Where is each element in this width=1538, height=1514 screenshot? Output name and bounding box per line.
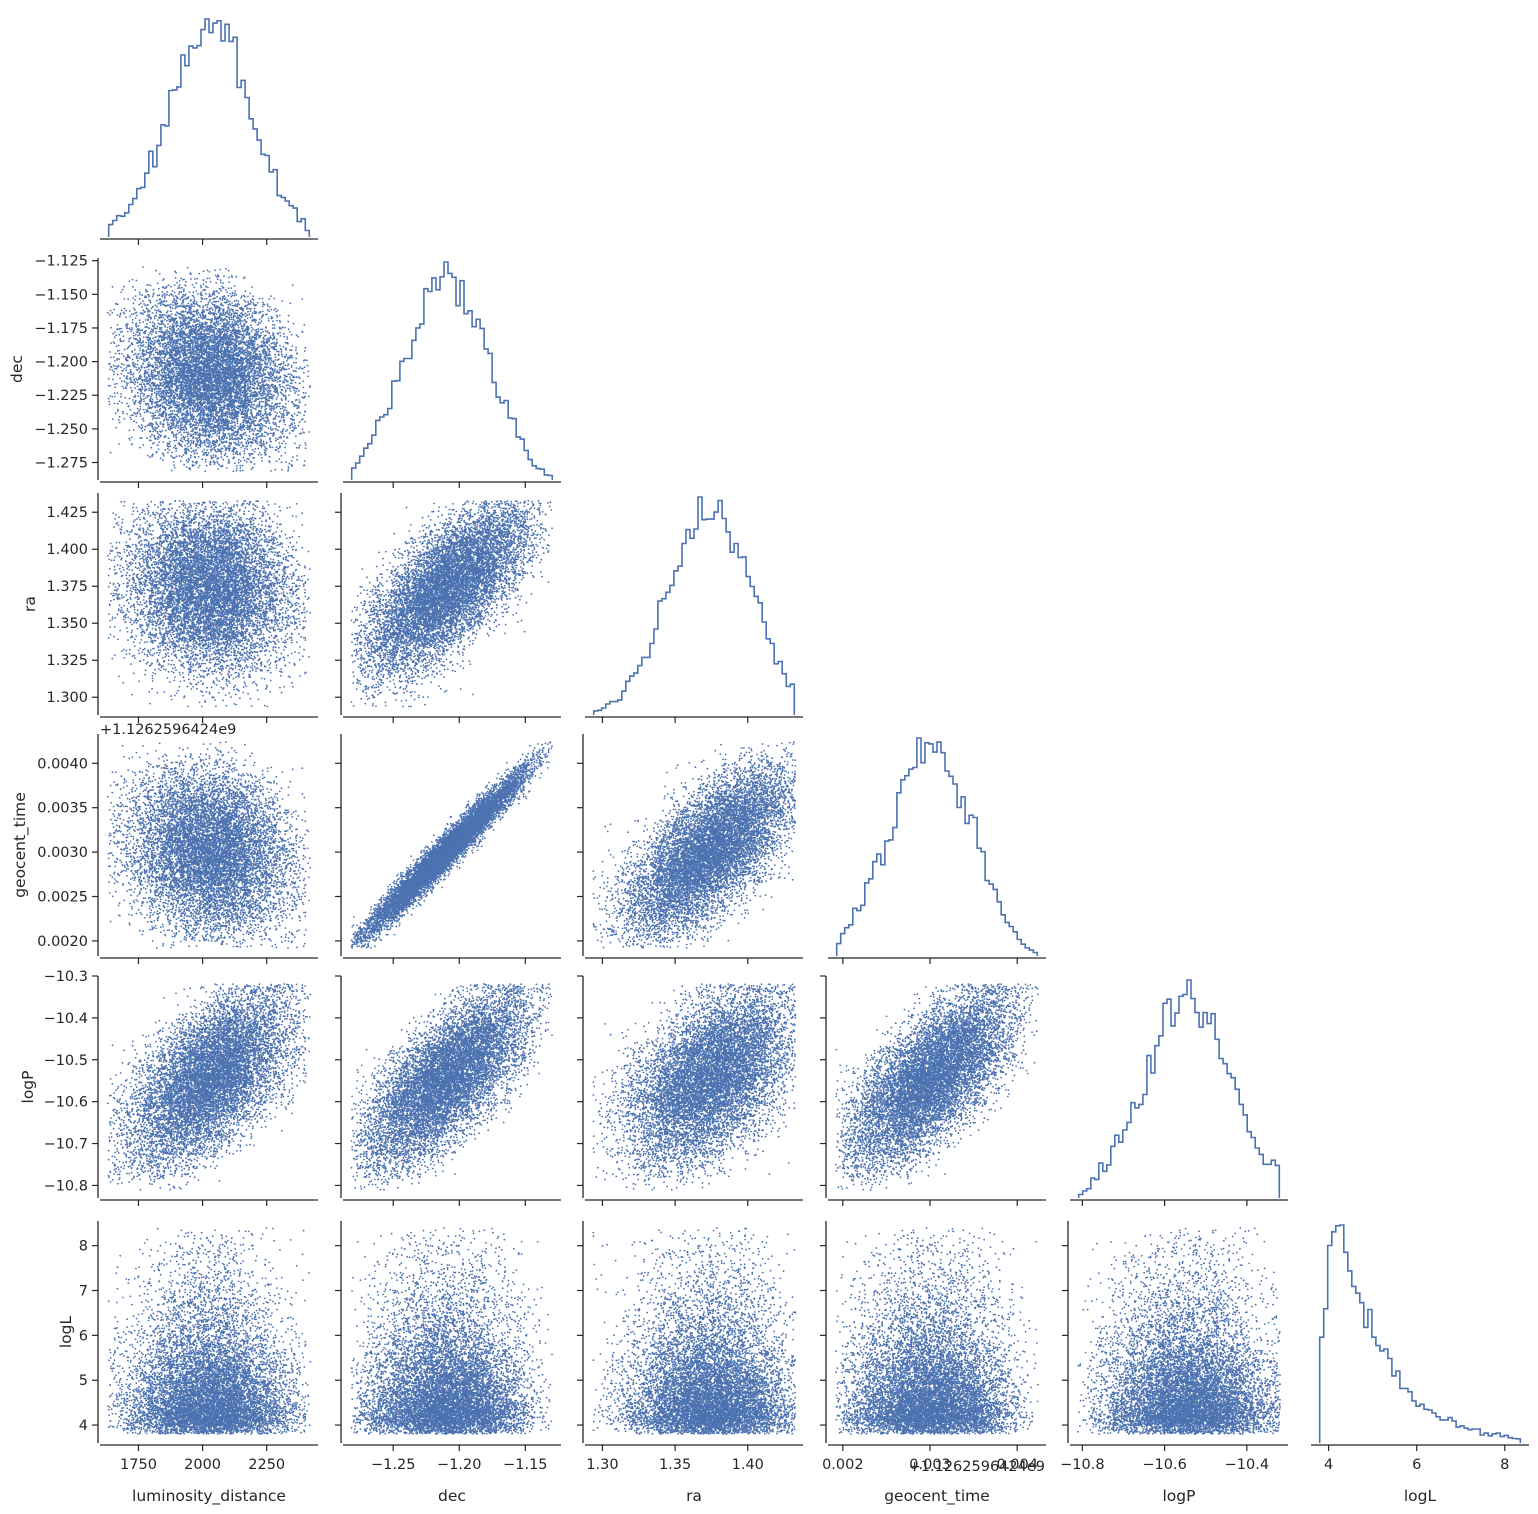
sample-point — [136, 422, 138, 424]
sample-point — [152, 337, 154, 339]
sample-point — [231, 319, 233, 321]
sample-point — [108, 401, 110, 403]
sample-point — [198, 456, 200, 458]
sample-point — [123, 340, 125, 342]
sample-point — [220, 323, 222, 325]
sample-point — [176, 455, 178, 457]
sample-point — [276, 460, 278, 462]
sample-point — [287, 373, 289, 375]
sample-point — [230, 314, 232, 316]
sample-point — [148, 284, 150, 286]
sample-point — [135, 378, 137, 380]
sample-point — [256, 329, 258, 331]
sample-point — [127, 331, 129, 333]
sample-point — [136, 379, 138, 381]
sample-point — [114, 360, 116, 362]
panel-luminosity_distance-vs-luminosity_distance — [100, 19, 318, 245]
sample-point — [298, 368, 300, 370]
sample-point — [295, 358, 297, 360]
sample-point — [198, 316, 200, 318]
sample-point — [226, 467, 228, 469]
sample-point — [240, 460, 242, 462]
sample-point — [279, 335, 281, 337]
histogram-luminosity_distance — [109, 19, 310, 237]
sample-point — [245, 316, 247, 318]
sample-point — [288, 315, 290, 317]
sample-point — [126, 328, 128, 330]
sample-point — [122, 411, 124, 413]
sample-point — [185, 319, 187, 321]
sample-point — [157, 411, 159, 413]
sample-point — [135, 363, 137, 365]
sample-point — [218, 464, 220, 466]
scatter-points — [107, 266, 311, 472]
sample-point — [119, 316, 121, 318]
sample-point — [285, 354, 287, 356]
panel-dec-vs-luminosity_distance: −1.275−1.250−1.225−1.200−1.175−1.150−1.1… — [34, 254, 318, 488]
sample-point — [129, 398, 131, 400]
sample-point — [186, 460, 188, 462]
sample-point — [232, 321, 234, 323]
sample-point — [190, 447, 192, 449]
sample-point — [274, 324, 276, 326]
sample-point — [193, 297, 195, 299]
sample-point — [135, 381, 137, 383]
sample-point — [228, 277, 230, 279]
sample-point — [194, 421, 196, 423]
sample-point — [292, 426, 294, 428]
sample-point — [124, 380, 126, 382]
sample-point — [268, 340, 270, 342]
sample-point — [146, 437, 148, 439]
sample-point — [304, 366, 306, 368]
sample-point — [252, 449, 254, 451]
sample-point — [268, 427, 270, 429]
sample-point — [109, 369, 111, 371]
sample-point — [289, 349, 291, 351]
sample-point — [187, 443, 189, 445]
sample-point — [139, 413, 141, 415]
sample-point — [109, 403, 111, 405]
sample-point — [308, 431, 310, 433]
sample-point — [152, 399, 154, 401]
sample-point — [289, 376, 291, 378]
sample-point — [182, 294, 184, 296]
sample-point — [285, 430, 287, 432]
sample-point — [183, 454, 185, 456]
sample-point — [279, 327, 281, 329]
sample-point — [110, 357, 112, 359]
